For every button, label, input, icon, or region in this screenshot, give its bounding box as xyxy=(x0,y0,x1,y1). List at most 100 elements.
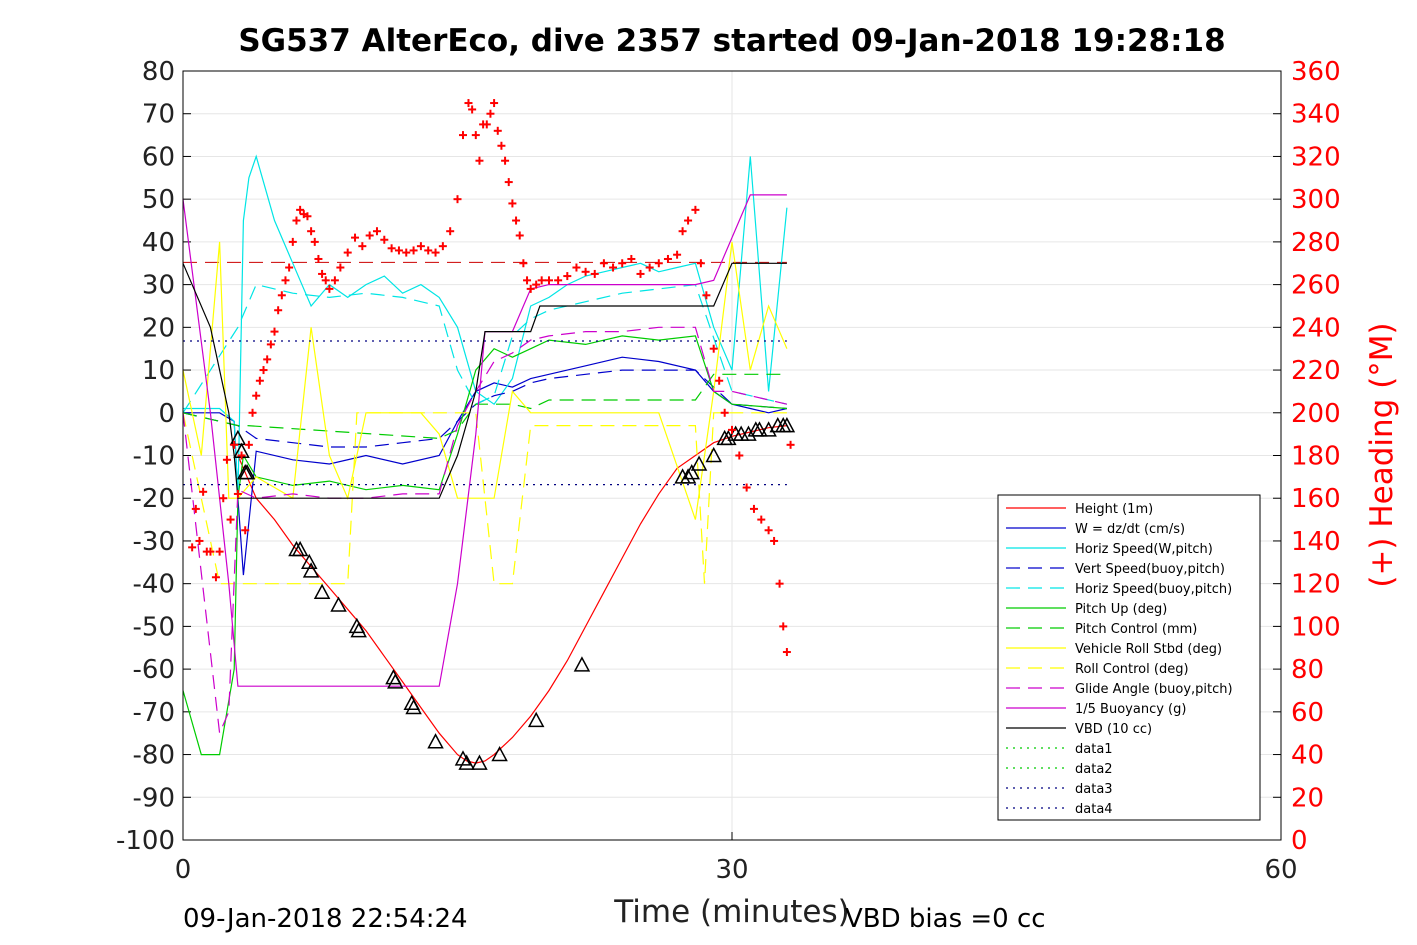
heading-point xyxy=(336,263,345,272)
heading-point xyxy=(645,263,654,272)
right-tick-label: 280 xyxy=(1291,228,1341,258)
right-tick-label: 300 xyxy=(1291,185,1341,215)
heading-point xyxy=(270,327,279,336)
right-tick-label: 100 xyxy=(1291,612,1341,642)
heading-point xyxy=(475,156,484,165)
left-tick-label: -70 xyxy=(133,698,175,728)
heading-point xyxy=(438,242,447,251)
heading-point xyxy=(775,579,784,588)
heading-point xyxy=(673,250,682,259)
heading-point xyxy=(501,156,510,165)
legend-label-9: Glide Angle (buoy,pitch) xyxy=(1075,682,1233,697)
heading-point xyxy=(609,263,618,272)
right-tick-label: 260 xyxy=(1291,271,1341,301)
heading-point xyxy=(281,276,290,285)
heading-point xyxy=(554,276,563,285)
heading-point xyxy=(742,483,751,492)
triangle-marker xyxy=(330,596,347,612)
left-axis-ticks: 80 70 60 50 40 30 20 10 0 -10 -20 -30 -40 -50 -60 -70 -8… xyxy=(116,57,191,856)
heading-point xyxy=(654,259,663,268)
series-line-7 xyxy=(182,241,788,520)
heading-point xyxy=(715,376,724,385)
triangle-marker xyxy=(751,421,768,437)
heading-point xyxy=(453,195,462,204)
left-tick-label: 30 xyxy=(142,271,175,301)
heading-point xyxy=(464,99,473,108)
heading-point xyxy=(678,227,687,236)
heading-point xyxy=(330,276,339,285)
triangle-marker xyxy=(387,673,404,689)
legend-label-2: Horiz Speed(W,pitch) xyxy=(1075,542,1213,557)
heading-point xyxy=(296,205,305,214)
heading-point xyxy=(627,254,636,263)
legend-label-10: 1/5 Buoyancy (g) xyxy=(1075,702,1186,717)
heading-point xyxy=(728,425,736,434)
heading-point xyxy=(482,120,491,129)
heading-point xyxy=(515,231,524,240)
plot-frame xyxy=(182,70,1282,841)
triangle-marker xyxy=(527,711,545,728)
right-tick-label: 360 xyxy=(1291,57,1341,87)
heading-point xyxy=(321,276,330,285)
triangle-marker xyxy=(458,754,475,770)
heading-point xyxy=(458,131,467,140)
heading-point xyxy=(303,212,312,221)
triangle-marker xyxy=(683,464,700,480)
left-tick-label: 10 xyxy=(142,356,175,386)
heading-point xyxy=(325,284,334,293)
legend-label-11: VBD (10 cc) xyxy=(1075,722,1152,737)
heading-markers xyxy=(188,99,795,657)
left-tick-label: -60 xyxy=(133,655,175,685)
heading-point xyxy=(581,267,590,276)
heading-point xyxy=(199,487,208,496)
right-tick-label: 320 xyxy=(1291,142,1341,172)
legend-box xyxy=(997,494,1261,821)
heading-point xyxy=(504,178,513,187)
heading-point xyxy=(446,227,455,236)
legend: Height (1m) W = dz/dt (cm/s) Horiz Speed(W… xyxy=(997,494,1261,821)
heading-point xyxy=(779,622,788,631)
legend-label-12: data1 xyxy=(1075,742,1113,757)
heading-point xyxy=(519,259,528,268)
heading-point xyxy=(248,408,257,417)
heading-point xyxy=(288,237,297,246)
heading-point xyxy=(191,504,200,513)
right-tick-label: 40 xyxy=(1291,741,1324,771)
triangle-marker xyxy=(471,754,488,770)
heading-point xyxy=(358,242,367,251)
right-tick-label: 340 xyxy=(1291,100,1341,130)
triangle-marker xyxy=(454,750,472,766)
triangle-marker xyxy=(302,562,320,578)
series-line-9 xyxy=(182,326,788,736)
right-axis-ticks: 3603403203002802602402202001801601401201… xyxy=(1273,57,1341,856)
triangle-marker xyxy=(778,417,796,433)
series-line-3 xyxy=(182,369,787,448)
heading-point xyxy=(735,451,744,460)
heading-point xyxy=(590,269,599,278)
right-tick-label: 180 xyxy=(1291,442,1341,472)
left-tick-label: 0 xyxy=(158,399,175,429)
left-tick-label: -50 xyxy=(133,612,175,642)
heading-point xyxy=(497,141,506,150)
heading-point xyxy=(424,246,433,255)
heading-point xyxy=(307,227,316,236)
right-tick-label: 80 xyxy=(1291,655,1324,685)
heading-point xyxy=(512,216,521,225)
heading-point xyxy=(409,246,418,255)
heading-point xyxy=(468,105,477,114)
right-tick-label: 240 xyxy=(1291,313,1341,343)
heading-point xyxy=(365,231,374,240)
heading-point xyxy=(770,536,779,545)
triangle-marker xyxy=(491,745,508,762)
heading-point xyxy=(195,536,204,545)
heading-point xyxy=(237,451,246,460)
x-axis-label: Time (minutes) xyxy=(613,894,849,930)
heading-point xyxy=(215,547,224,556)
heading-point xyxy=(241,526,250,535)
heading-point xyxy=(618,259,627,268)
left-tick-label: 20 xyxy=(142,313,175,343)
right-tick-label: 140 xyxy=(1291,527,1341,557)
left-tick-label: 80 xyxy=(142,57,175,87)
heading-point xyxy=(599,259,608,268)
